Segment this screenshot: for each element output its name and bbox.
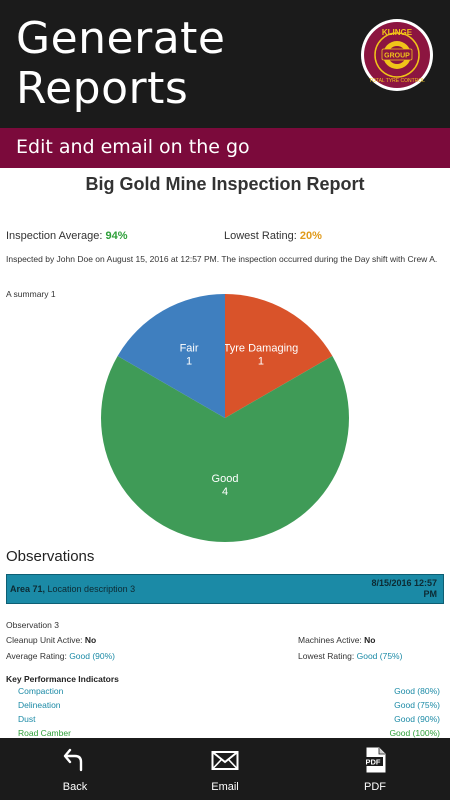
pdf-icon-text: PDF — [366, 758, 381, 767]
location-description: Location description 3 — [45, 584, 136, 594]
area-datetime: 8/15/2016 12:57 PM — [347, 578, 437, 600]
inspection-average: Inspection Average: 94% — [6, 230, 128, 242]
back-arrow-icon — [63, 748, 83, 772]
area-datetime-line1: 8/15/2016 12:57 — [371, 578, 437, 588]
pdf-label: PDF — [364, 781, 386, 793]
cleanup-unit-active: Cleanup Unit Active: No — [6, 635, 96, 645]
pie-label: Tyre Damaging — [224, 343, 299, 355]
pie-slice-tyre-damaging — [225, 294, 333, 418]
machines-label: Machines Active: — [298, 635, 362, 645]
area-location: Area 71, Location description 3 — [10, 584, 135, 594]
pie-value-label: 1 — [258, 356, 264, 368]
kpi-row: Road Camber Good (100%) — [18, 728, 440, 738]
obs-lowest-rating-label: Lowest Rating: — [298, 651, 355, 661]
pie-slice-fair — [117, 294, 225, 418]
pdf-button[interactable]: PDF PDF — [325, 738, 425, 800]
kpi-value: Good (100%) — [389, 728, 440, 738]
obs-lowest-rating-value: Good (75%) — [356, 651, 403, 661]
report-title: Big Gold Mine Inspection Report — [85, 174, 365, 194]
logo-text-mid: GROUP — [384, 53, 410, 60]
kpi-value: Good (80%) — [394, 686, 440, 696]
cleanup-value: No — [84, 635, 97, 645]
logo-text-top: KLINGE — [382, 28, 413, 37]
machines-value: No — [364, 635, 376, 645]
app-header: Generate Reports GROUP KLINGE TOTAL TYRE… — [0, 0, 450, 128]
page-title-line2: Reports — [16, 63, 189, 114]
subheader-text: Edit and email on the go — [16, 136, 250, 158]
pie-value-label: 1 — [186, 356, 192, 368]
machines-active: Machines Active: No — [298, 635, 376, 645]
page-title-line1: Generate — [16, 13, 226, 64]
kpi-name: Delineation — [18, 700, 61, 710]
klinge-logo-icon: GROUP KLINGE TOTAL TYRE CONTROL — [361, 19, 433, 91]
kpi-name: Dust — [18, 714, 36, 724]
pdf-file-icon: PDF — [363, 747, 386, 773]
lowest-rating-label: Lowest Rating: — [224, 230, 297, 242]
obs-lowest-rating: Lowest Rating: Good (75%) — [298, 651, 402, 661]
avg-rating-label: Average Rating: — [6, 651, 67, 661]
inspection-average-value: 94% — [105, 230, 128, 242]
pie-label: Good — [212, 473, 239, 485]
observation-title: Observation 3 — [6, 620, 59, 630]
observations-heading: Observations — [6, 548, 95, 565]
subheader-banner: Edit and email on the go — [0, 128, 450, 168]
pie-slice-good — [100, 356, 349, 542]
avg-rating-value: Good (90%) — [69, 651, 116, 661]
average-rating: Average Rating: Good (90%) — [6, 651, 115, 661]
area-label: Area 71, — [10, 584, 46, 594]
kpi-row: Compaction Good (80%) — [18, 686, 440, 696]
report-content[interactable]: Big Gold Mine Inspection Report Inspecti… — [0, 168, 450, 738]
kpi-heading: Key Performance Indicators — [6, 674, 119, 684]
kpi-name: Road Camber — [18, 728, 71, 738]
pie-label: Fair — [180, 343, 199, 355]
lowest-rating-value: 20% — [299, 230, 322, 242]
area-header-bar[interactable]: Area 71, Location description 3 8/15/201… — [6, 574, 444, 604]
email-button[interactable]: Email — [175, 738, 275, 800]
logo-text-bottom: TOTAL TYRE CONTROL — [369, 78, 425, 84]
back-label: Back — [62, 781, 88, 793]
kpi-value: Good (90%) — [394, 714, 440, 724]
inspection-average-label: Inspection Average: — [6, 230, 103, 242]
kpi-name: Compaction — [18, 686, 64, 696]
area-datetime-line2: PM — [423, 589, 438, 599]
kpi-value: Good (75%) — [394, 700, 440, 710]
lowest-rating: Lowest Rating: 20% — [224, 230, 322, 242]
summary-label: A summary 1 — [6, 289, 56, 299]
cleanup-label: Cleanup Unit Active: — [6, 635, 83, 645]
pie-value-label: 4 — [222, 486, 228, 498]
bottom-nav-bar: Back Email PDF PDF — [0, 738, 450, 800]
back-button[interactable]: Back — [25, 738, 125, 800]
page-title: Generate Reports — [16, 14, 226, 114]
kpi-row: Delineation Good (75%) — [18, 700, 440, 710]
envelope-icon — [211, 751, 239, 770]
inspected-by-text: Inspected by John Doe on August 15, 2016… — [6, 254, 438, 264]
kpi-row: Dust Good (90%) — [18, 714, 440, 724]
email-label: Email — [211, 781, 239, 793]
